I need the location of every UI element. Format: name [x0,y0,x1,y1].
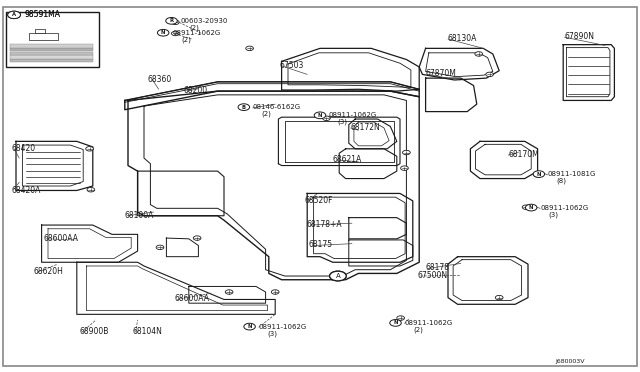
Text: (3): (3) [267,330,277,337]
Text: 68175: 68175 [308,240,333,249]
Text: 67503: 67503 [279,61,303,70]
Text: 68170M: 68170M [508,150,539,159]
Circle shape [475,52,483,56]
Text: A: A [12,12,16,17]
Text: 68178: 68178 [426,263,450,272]
Text: 98591MA: 98591MA [24,10,60,19]
Text: J680003V: J680003V [556,359,585,365]
Text: 68360: 68360 [147,75,172,84]
Bar [6,12,99,67]
Text: N: N [161,30,166,35]
Text: 68200: 68200 [183,86,207,95]
Text: (2): (2) [413,326,423,333]
Text: 68104N: 68104N [132,327,163,336]
Text: 68172N: 68172N [351,123,380,132]
Circle shape [8,11,20,19]
Circle shape [172,31,179,36]
Circle shape [246,46,253,51]
Bar [10,48,93,51]
Text: 68600AA: 68600AA [44,234,79,243]
Bar [29,33,58,40]
Bar [35,29,45,33]
Bar [10,44,93,48]
Text: 68520F: 68520F [305,196,333,205]
Circle shape [166,17,177,24]
Text: N: N [393,320,398,326]
Circle shape [225,290,233,294]
Circle shape [238,104,250,110]
Circle shape [397,316,404,320]
Circle shape [390,320,401,326]
Circle shape [403,150,410,155]
Text: A: A [12,12,16,17]
Circle shape [330,271,346,281]
Circle shape [522,205,530,209]
Text: 08911-1062G: 08911-1062G [329,112,377,118]
Text: 68130A: 68130A [448,34,477,43]
Text: 68621A: 68621A [333,155,362,164]
Bar [10,55,93,59]
Circle shape [156,245,164,250]
Circle shape [8,11,20,19]
Circle shape [533,171,545,177]
Circle shape [271,290,279,294]
Text: (3): (3) [548,211,559,218]
Text: 68600AA: 68600AA [175,294,210,303]
Text: 67500N: 67500N [418,271,448,280]
Circle shape [534,173,541,177]
Circle shape [486,72,493,77]
Text: 67890N: 67890N [564,32,595,41]
Circle shape [87,187,95,192]
Text: (8): (8) [556,177,566,184]
Text: 68900B: 68900B [79,327,109,336]
Text: (2): (2) [261,110,271,117]
Text: 08911-1062G: 08911-1062G [540,205,588,211]
Text: 68420: 68420 [12,144,36,153]
Circle shape [86,147,93,151]
Text: 08911-1062G: 08911-1062G [259,324,307,330]
Bar [10,52,93,55]
Circle shape [157,29,169,36]
Text: 68178+A: 68178+A [307,220,342,229]
Text: N: N [317,113,323,118]
Text: (2): (2) [181,36,191,43]
Text: 68100A: 68100A [124,211,154,220]
Text: R: R [170,18,173,23]
Text: 67870M: 67870M [426,69,456,78]
Text: 08146-6162G: 08146-6162G [253,104,301,110]
Text: N: N [529,205,534,210]
Text: 00603-20930: 00603-20930 [180,18,228,24]
Circle shape [193,236,201,240]
Text: N: N [247,324,252,329]
Text: A: A [335,273,340,279]
Circle shape [314,112,326,119]
Text: N: N [536,171,541,177]
Text: 08911-1062G: 08911-1062G [404,320,452,326]
Circle shape [172,20,179,25]
Text: 08911-1062G: 08911-1062G [172,30,220,36]
Text: 68620H: 68620H [33,267,63,276]
Circle shape [244,323,255,330]
Text: B: B [242,105,246,110]
Text: (3): (3) [337,119,348,125]
Circle shape [525,204,537,211]
Bar [10,59,93,62]
Circle shape [330,271,346,281]
Circle shape [401,166,408,170]
Text: A: A [335,273,340,279]
Circle shape [495,295,503,300]
Circle shape [323,116,330,121]
Text: 98591MA: 98591MA [24,10,60,19]
Text: (2): (2) [189,24,199,31]
Text: 08911-1081G: 08911-1081G [548,171,596,177]
Text: 68420A: 68420A [12,186,41,195]
